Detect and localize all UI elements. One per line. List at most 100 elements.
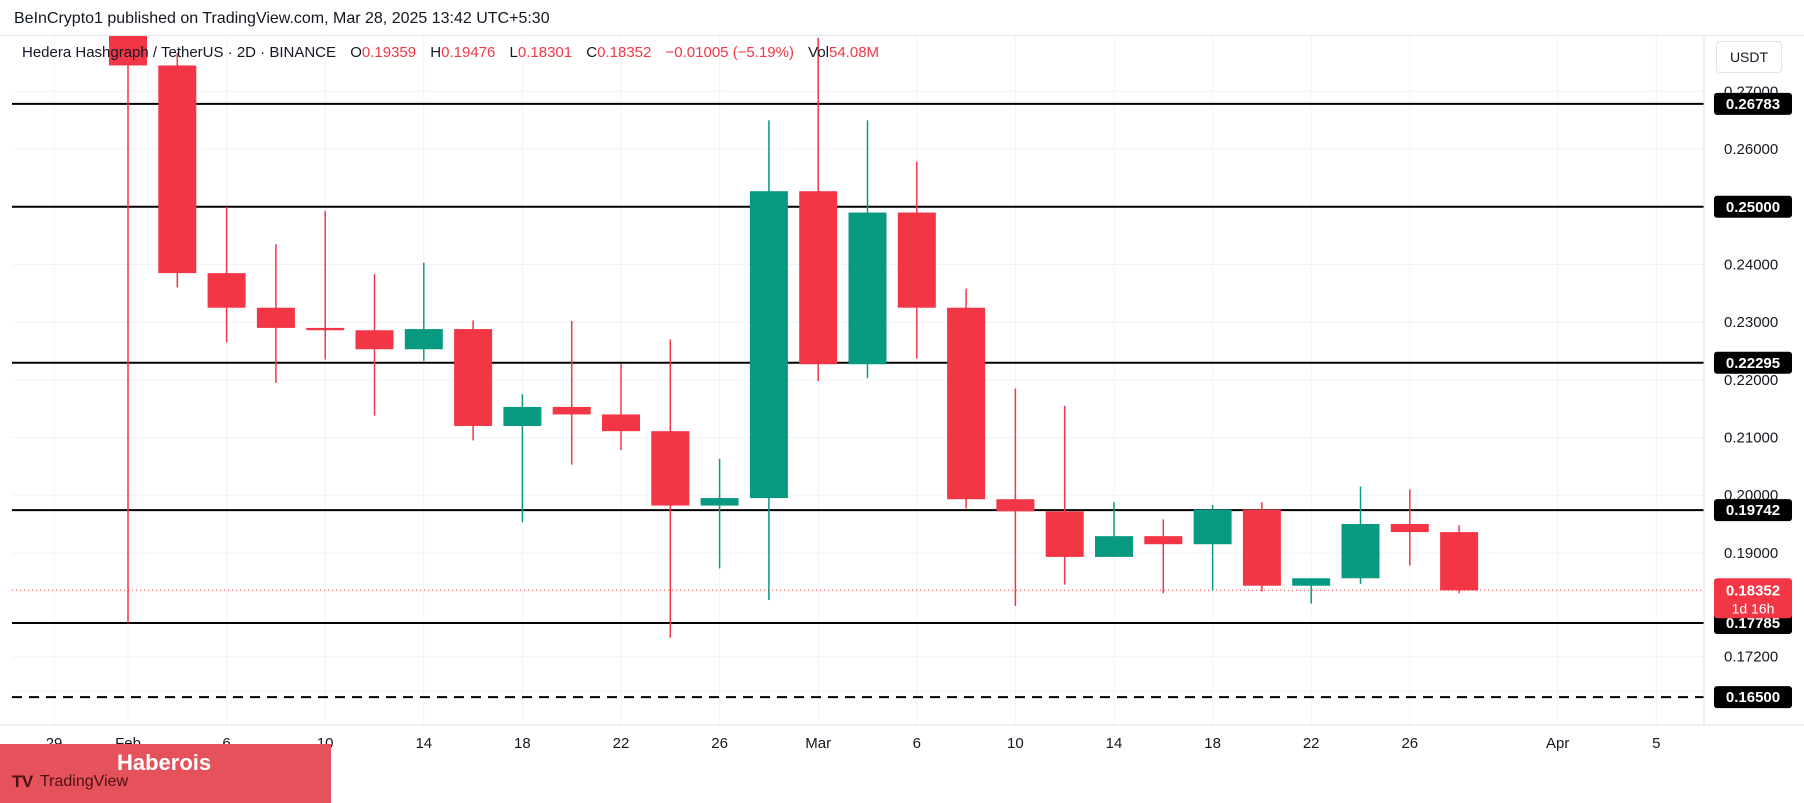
candle-body: [700, 498, 739, 506]
level-price-label: 0.16500: [1726, 689, 1780, 706]
candle-body: [799, 191, 838, 365]
candle-bear: [1440, 525, 1479, 594]
candle-body: [503, 406, 542, 426]
watermark-banner: TV TradingView Haberois: [0, 744, 331, 803]
candle-bull: [503, 394, 542, 523]
y-tick-label: 0.23000: [1724, 314, 1778, 331]
symbol-title[interactable]: Hedera Hashgraph / TetherUS · 2D · BINAN…: [22, 44, 337, 61]
candle-body: [552, 406, 591, 415]
x-tick-label: 18: [1204, 735, 1221, 752]
x-tick-label: 6: [222, 735, 230, 752]
x-tick-label: 14: [1106, 735, 1123, 752]
candle-body: [1193, 509, 1232, 545]
ohlc-legend: Hedera Hashgraph / TetherUS · 2D · BINAN…: [22, 44, 879, 61]
last-price-label: 0.18352: [1726, 582, 1780, 599]
candles-layer: [109, 0, 1479, 638]
y-tick-label: 0.22000: [1724, 372, 1778, 389]
level-price-label-bg: [1714, 499, 1792, 522]
candle-body: [1440, 532, 1479, 591]
candle-body: [848, 212, 887, 365]
level-price-label-bg: [1714, 351, 1792, 374]
countdown-label: 1d 16h: [1732, 600, 1775, 616]
candle-bear: [996, 388, 1035, 606]
x-tick-label: 26: [711, 735, 728, 752]
candle-body: [602, 414, 640, 432]
x-tick-label: Apr: [1546, 735, 1569, 752]
high-value: 0.19476: [441, 44, 496, 61]
x-tick-label: Mar: [805, 735, 831, 752]
candle-body: [1390, 524, 1429, 533]
candle-body: [306, 327, 345, 331]
candle-bear: [651, 339, 690, 638]
x-tick-label: 14: [415, 735, 432, 752]
low-value: 0.18301: [517, 44, 573, 61]
open-value: 0.19359: [361, 44, 417, 61]
candle-bear: [897, 161, 936, 359]
candle-bear: [799, 37, 838, 381]
x-tick-label: 26: [1401, 735, 1418, 752]
candle-body: [1242, 509, 1281, 586]
candle-bull: [1193, 504, 1232, 591]
x-tick-label: 18: [514, 735, 531, 752]
candle-bear: [355, 274, 394, 416]
candle-bear: [109, 0, 147, 624]
candle-body: [1341, 524, 1380, 579]
x-tick-label: 5: [1652, 735, 1660, 752]
candle-body: [158, 65, 197, 274]
candle-bull: [404, 262, 443, 361]
candle-bear: [207, 206, 246, 343]
candle-body: [355, 330, 394, 350]
candle-bear: [947, 288, 986, 509]
y-tick-label: 0.19000: [1724, 545, 1778, 562]
horizontal-levels-layer: [12, 102, 1704, 699]
x-tick-label: 22: [1303, 735, 1320, 752]
level-price-label-bg: [1714, 92, 1792, 115]
candle-bear: [1144, 519, 1183, 594]
candle-body: [1144, 536, 1183, 545]
candle-bull: [848, 120, 887, 379]
candle-body: [897, 212, 936, 308]
low-label: L: [509, 44, 518, 61]
high-label: H: [430, 44, 442, 61]
x-tick-label: 10: [1007, 735, 1024, 752]
candle-bear: [552, 320, 591, 465]
volume-label: Vol: [808, 44, 829, 61]
x-tick-label: 22: [613, 735, 630, 752]
candle-body: [996, 499, 1035, 512]
volume-value: 54.08M: [829, 44, 880, 61]
level-price-label: 0.25000: [1726, 199, 1780, 216]
candle-bear: [256, 244, 295, 383]
candle-body: [749, 191, 788, 499]
x-tick-label: 6: [913, 735, 921, 752]
candle-body: [404, 329, 443, 350]
candle-bear: [602, 363, 640, 451]
candle-bear: [306, 210, 345, 360]
close-value: 0.18352: [597, 44, 652, 61]
level-price-label: 0.22295: [1726, 355, 1780, 372]
last-price-label-bg: [1714, 578, 1792, 619]
candle-body: [1292, 578, 1331, 586]
candle-bear: [1045, 405, 1084, 585]
y-tick-label: 0.26000: [1724, 141, 1778, 158]
open-label: O: [350, 44, 362, 61]
level-price-label: 0.19742: [1726, 502, 1780, 519]
candle-bull: [1095, 502, 1133, 557]
candle-bull: [1292, 578, 1331, 604]
candle-bear: [1390, 489, 1429, 566]
level-price-label-bg: [1714, 686, 1792, 709]
y-tick-label: 0.21000: [1724, 430, 1778, 447]
axis-layer: 29Feb61014182226Mar61014182226Apr50.2700…: [0, 36, 1804, 752]
candle-bull: [749, 120, 788, 601]
change-value: −0.01005 (−5.19%): [665, 44, 794, 61]
candle-body: [256, 307, 295, 328]
candle-bear: [158, 52, 197, 288]
candle-body: [947, 307, 986, 500]
brand-label: Haberois: [117, 750, 212, 775]
currency-button[interactable]: USDT: [1716, 41, 1782, 73]
close-label: C: [586, 44, 598, 61]
candle-body: [454, 329, 493, 426]
level-price-label: 0.17785: [1726, 615, 1780, 632]
candle-body: [1045, 511, 1084, 557]
publisher-line: BeInCrypto1 published on TradingView.com…: [0, 0, 1804, 36]
